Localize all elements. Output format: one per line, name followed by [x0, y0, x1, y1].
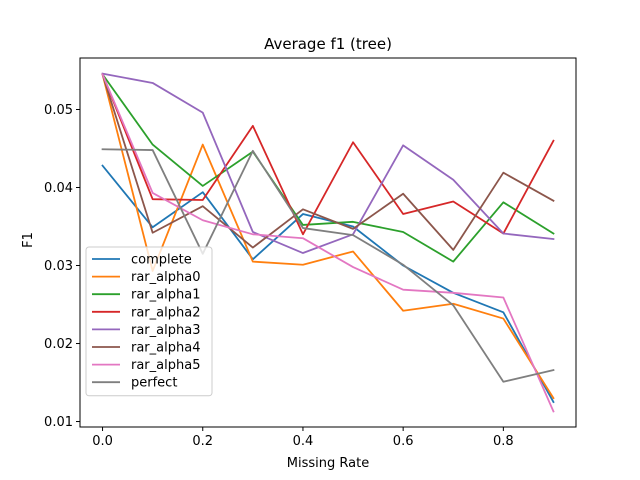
y-tick-label: 0.05 — [44, 103, 73, 118]
x-tick-label: 0.8 — [493, 434, 514, 449]
series-line-rar_alpha4 — [101, 73, 555, 251]
series-line-perfect — [101, 148, 555, 383]
x-tick-label: 0.0 — [92, 434, 113, 449]
legend-label-perfect: perfect — [131, 376, 177, 391]
legend-label-rar_alpha0: rar_alpha0 — [131, 270, 200, 285]
y-axis-label: F1 — [21, 232, 36, 248]
series-line-rar_alpha0 — [101, 73, 555, 400]
series-line-rar_alpha1 — [101, 73, 555, 263]
y-tick-label: 0.03 — [44, 259, 73, 274]
x-tick-label: 0.6 — [393, 434, 414, 449]
series-line-rar_alpha5 — [101, 73, 555, 413]
x-axis-label: Missing Rate — [287, 456, 369, 471]
series-line-rar_alpha3 — [101, 72, 555, 254]
axes-frame — [79, 57, 577, 428]
legend-label-rar_alpha1: rar_alpha1 — [131, 288, 200, 303]
x-tick-label: 0.4 — [293, 434, 314, 449]
y-tick-label: 0.02 — [44, 337, 73, 352]
x-tick-label: 0.2 — [192, 434, 213, 449]
legend-label-complete: complete — [131, 253, 192, 268]
legend: complete rar_alpha0 rar_alpha1 rar_alpha2ra… — [85, 246, 213, 397]
legend-label-rar_alpha4: rar_alpha4 — [131, 341, 200, 356]
chart-title: Average f1 (tree) — [264, 35, 392, 53]
legend-label-rar_alpha3: rar_alpha3 — [131, 323, 200, 338]
series-layer — [101, 72, 555, 413]
axes-layer: 0.0 0.2 0.4 0.6 0.8 0.01 0.02 0.03 0.04 0.05 — [44, 57, 577, 449]
y-tick-label: 0.04 — [44, 181, 73, 196]
legend-label-rar_alpha5: rar_alpha5 — [131, 358, 200, 373]
legend-label-rar_alpha2: rar_alpha2 — [131, 305, 200, 320]
legend-box — [85, 246, 213, 397]
y-tick-label: 0.01 — [44, 415, 73, 430]
series-line-rar_alpha2 — [101, 73, 555, 236]
